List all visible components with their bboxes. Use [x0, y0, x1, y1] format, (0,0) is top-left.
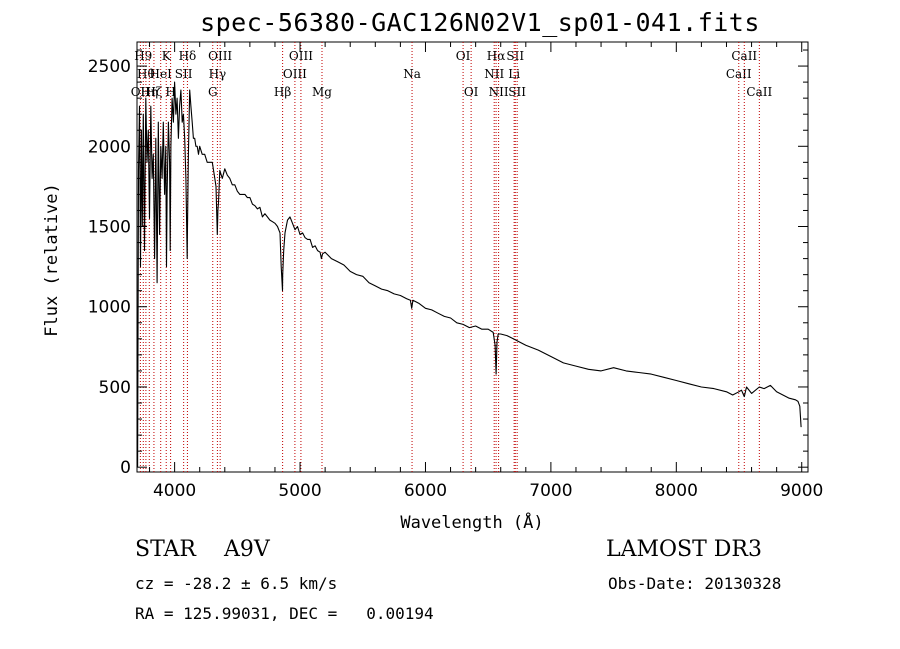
x-tick-label: 6000 — [404, 481, 447, 501]
spectral-line-label: SII — [506, 49, 524, 63]
y-tick-label: 2500 — [88, 57, 131, 77]
x-tick-label: 8000 — [655, 481, 698, 501]
coordinates: RA = 125.99031, DEC = 0.00194 — [135, 604, 434, 623]
spectral-line-label: CaII — [746, 85, 772, 99]
y-tick-label: 0 — [120, 458, 131, 478]
spectral-line-label: OII — [131, 85, 151, 99]
redshift-velocity: cz = -28.2 ± 6.5 km/s — [135, 574, 338, 593]
y-tick-label: 500 — [99, 378, 131, 398]
spectral-line-label: CaII — [731, 49, 757, 63]
spectral-line-label: Hα — [487, 49, 506, 63]
x-axis-label: Wavelength (Å) — [400, 511, 543, 533]
spectral-line-label: G — [208, 85, 218, 99]
spectral-line-label: Hβ — [274, 85, 291, 99]
spectral-line-label: Na — [403, 67, 421, 81]
spectral-line-label: SII — [175, 67, 193, 81]
x-tick-label: 7000 — [529, 481, 572, 501]
spectral-line-label: OIII — [289, 49, 313, 63]
spectral-line-label: Hγ — [209, 67, 227, 81]
spectral-line-label: Hδ — [179, 49, 197, 63]
object-classification: STAR A9V — [135, 537, 270, 562]
plot-frame — [136, 41, 809, 473]
y-tick-label: 2000 — [88, 137, 131, 157]
spectral-line-label: SII — [508, 85, 526, 99]
x-tick-label: 9000 — [780, 481, 823, 501]
spectral-line-label: H — [165, 85, 175, 99]
spectral-line-label: Hζ — [145, 85, 162, 99]
spectral-line-label: Hθ — [137, 67, 155, 81]
x-tick-label: 5000 — [278, 481, 321, 501]
spectral-line-label: OI — [456, 49, 471, 63]
spectral-line-label: NII — [484, 67, 504, 81]
spectral-line-label: K — [162, 49, 172, 63]
spectral-line-label: Hη — [140, 85, 158, 99]
spectral-line-label: Mg — [312, 85, 332, 99]
spectral-line-label: OI — [464, 85, 479, 99]
y-axis-label: Flux (relative) — [42, 183, 62, 337]
y-tick-label: 1500 — [88, 218, 131, 238]
object-type: STAR — [135, 537, 196, 562]
spectral-line-label: Li — [508, 67, 520, 81]
observation-date: Obs-Date: 20130328 — [608, 574, 782, 593]
object-subclass: A9V — [223, 537, 270, 562]
spectral-line-label: NII — [489, 85, 509, 99]
spectral-line-label: CaII — [726, 67, 752, 81]
spectral-line-label: HeI — [150, 67, 173, 81]
x-tick-label: 4000 — [153, 481, 196, 501]
spectrum-line — [137, 81, 802, 468]
chart-title: spec-56380-GAC126N02V1_sp01-041.fits — [200, 8, 760, 37]
y-tick-label: 1000 — [88, 298, 131, 318]
spectral-line-label: OIII — [283, 67, 307, 81]
spectral-line-label: OIII — [208, 49, 232, 63]
spectral-line-label: H9 — [134, 49, 152, 63]
survey-name: LAMOST DR3 — [606, 537, 762, 562]
